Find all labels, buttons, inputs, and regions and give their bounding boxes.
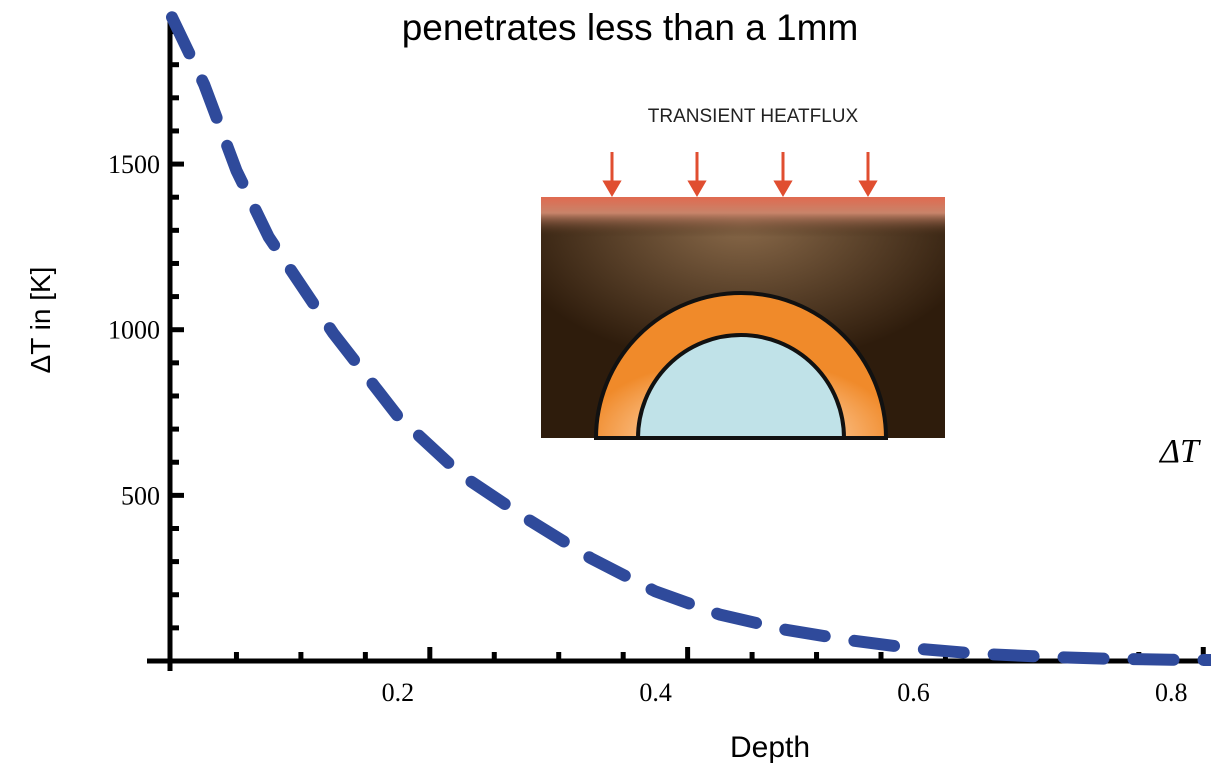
x-tick-label: 0.6 bbox=[897, 678, 930, 707]
x-tick-label: 0.4 bbox=[639, 678, 672, 707]
y-axis-label: ΔT in [K] bbox=[25, 267, 56, 374]
x-tick-label: 0.2 bbox=[382, 678, 415, 707]
annotation: ΔT bbox=[1158, 433, 1201, 470]
x-tick-label: 0.8 bbox=[1155, 678, 1188, 707]
chart-title: penetrates less than a 1mm bbox=[402, 7, 859, 48]
y-tick-label: 1000 bbox=[108, 316, 160, 345]
inset-diagram: TRANSIENT HEATFLUX bbox=[541, 106, 945, 440]
y-tick-label: 500 bbox=[121, 481, 160, 510]
data-line bbox=[166, 11, 1211, 666]
x-axis-label: Depth bbox=[730, 731, 810, 763]
inset-label: TRANSIENT HEATFLUX bbox=[648, 106, 859, 127]
y-tick-label: 1500 bbox=[108, 150, 160, 179]
